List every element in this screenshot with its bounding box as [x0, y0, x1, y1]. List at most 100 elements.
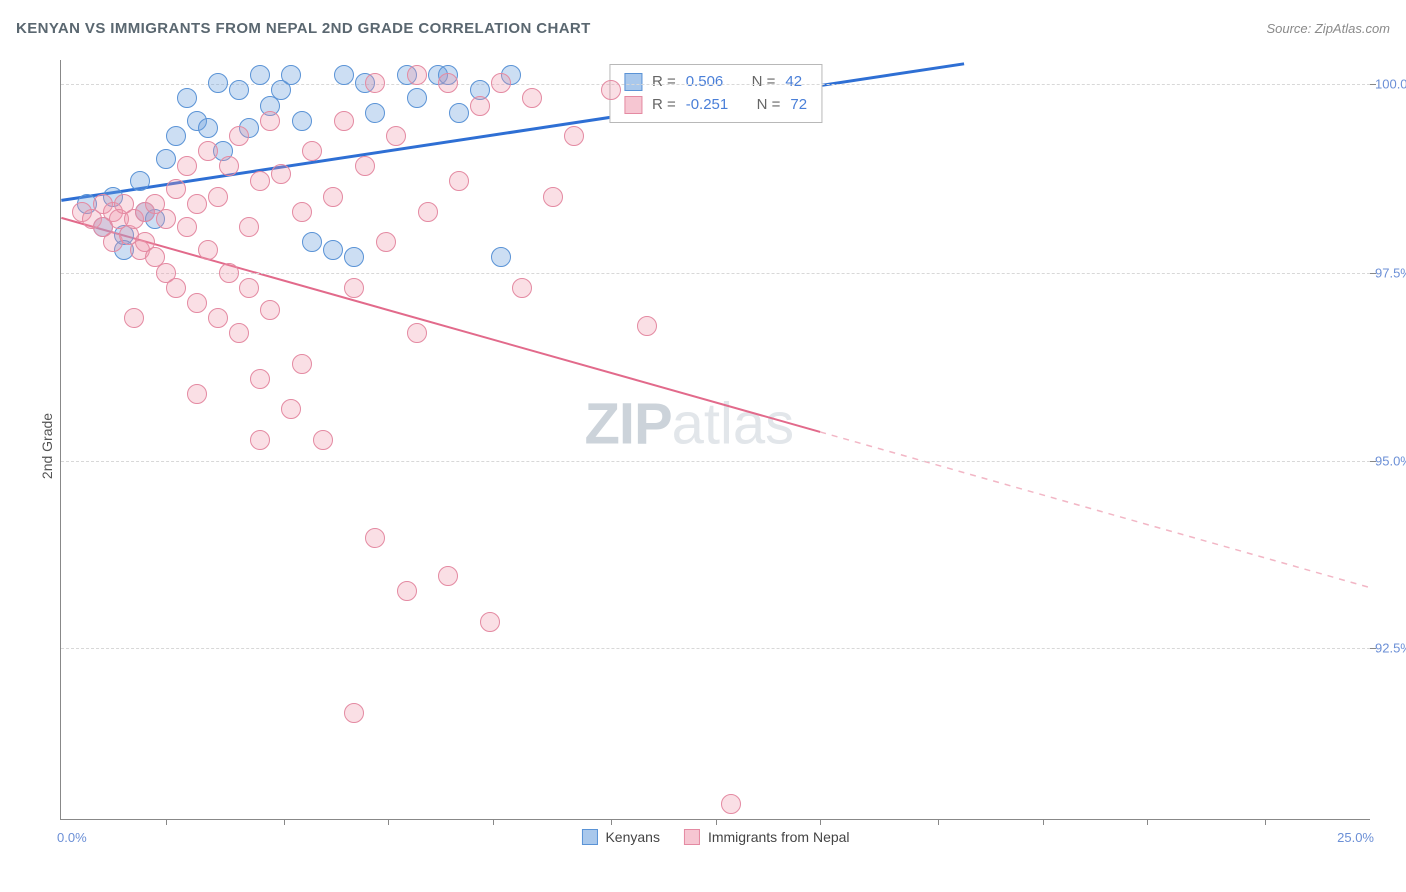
watermark: ZIPatlas — [584, 391, 794, 458]
data-point — [260, 111, 280, 131]
data-point — [344, 247, 364, 267]
x-tick — [611, 819, 612, 825]
data-point — [512, 278, 532, 298]
data-point — [281, 399, 301, 419]
chart-title: KENYAN VS IMMIGRANTS FROM NEPAL 2ND GRAD… — [16, 20, 591, 37]
x-tick — [820, 819, 821, 825]
data-point — [365, 528, 385, 548]
y-axis-label: 2nd Grade — [39, 413, 55, 479]
data-point — [166, 278, 186, 298]
x-tick — [388, 819, 389, 825]
x-tick — [1147, 819, 1148, 825]
data-point — [302, 232, 322, 252]
data-point — [239, 278, 259, 298]
data-point — [721, 794, 741, 814]
data-point — [177, 156, 197, 176]
x-tick — [716, 819, 717, 825]
data-point — [271, 164, 291, 184]
data-point — [208, 187, 228, 207]
data-point — [292, 354, 312, 374]
scatter-plot-area: ZIPatlas R = 0.506 N = 42 R = -0.251 N =… — [60, 60, 1370, 820]
data-point — [637, 316, 657, 336]
x-tick — [493, 819, 494, 825]
x-axis-min-label: 0.0% — [57, 830, 87, 845]
data-point — [260, 300, 280, 320]
data-point — [438, 566, 458, 586]
data-point — [229, 323, 249, 343]
data-point — [219, 263, 239, 283]
gridline — [61, 648, 1370, 649]
data-point — [166, 126, 186, 146]
data-point — [323, 187, 343, 207]
data-point — [365, 73, 385, 93]
x-axis-max-label: 25.0% — [1337, 830, 1374, 845]
data-point — [334, 65, 354, 85]
data-point — [292, 111, 312, 131]
data-point — [470, 96, 490, 116]
y-tick-label: 97.5% — [1375, 265, 1406, 280]
data-point — [281, 65, 301, 85]
data-point — [198, 240, 218, 260]
data-point — [198, 118, 218, 138]
data-point — [177, 217, 197, 237]
data-point — [365, 103, 385, 123]
y-tick-label: 100.0% — [1375, 77, 1406, 92]
gridline — [61, 461, 1370, 462]
data-point — [250, 369, 270, 389]
swatch-kenyans — [624, 73, 642, 91]
data-point — [187, 384, 207, 404]
data-point — [449, 103, 469, 123]
data-point — [229, 126, 249, 146]
stats-row-kenyans: R = 0.506 N = 42 — [624, 71, 807, 94]
y-tick-label: 92.5% — [1375, 641, 1406, 656]
data-point — [386, 126, 406, 146]
data-point — [491, 73, 511, 93]
data-point — [491, 247, 511, 267]
data-point — [344, 703, 364, 723]
data-point — [156, 149, 176, 169]
data-point — [564, 126, 584, 146]
data-point — [344, 278, 364, 298]
legend-swatch-kenyans — [581, 829, 597, 845]
data-point — [292, 202, 312, 222]
data-point — [208, 73, 228, 93]
data-point — [601, 80, 621, 100]
data-point — [124, 308, 144, 328]
data-point — [250, 171, 270, 191]
data-point — [480, 612, 500, 632]
data-point — [177, 88, 197, 108]
x-tick — [938, 819, 939, 825]
data-point — [156, 209, 176, 229]
data-point — [376, 232, 396, 252]
data-point — [313, 430, 333, 450]
series-legend: Kenyans Immigrants from Nepal — [581, 829, 849, 845]
data-point — [449, 171, 469, 191]
data-point — [208, 308, 228, 328]
data-point — [166, 179, 186, 199]
data-point — [187, 293, 207, 313]
data-point — [355, 156, 375, 176]
swatch-nepal — [624, 96, 642, 114]
data-point — [418, 202, 438, 222]
legend-swatch-nepal — [684, 829, 700, 845]
y-tick-label: 95.0% — [1375, 453, 1406, 468]
legend-item-kenyans: Kenyans — [581, 829, 659, 845]
data-point — [219, 156, 239, 176]
x-tick — [1043, 819, 1044, 825]
data-point — [250, 430, 270, 450]
x-tick — [284, 819, 285, 825]
data-point — [250, 65, 270, 85]
data-point — [397, 581, 417, 601]
data-point — [522, 88, 542, 108]
legend-label-nepal: Immigrants from Nepal — [708, 829, 850, 845]
source-attribution: Source: ZipAtlas.com — [1266, 21, 1390, 36]
data-point — [130, 171, 150, 191]
data-point — [407, 88, 427, 108]
data-point — [302, 141, 322, 161]
x-tick — [1265, 819, 1266, 825]
data-point — [438, 73, 458, 93]
data-point — [407, 323, 427, 343]
data-point — [543, 187, 563, 207]
legend-label-kenyans: Kenyans — [605, 829, 659, 845]
stats-row-nepal: R = -0.251 N = 72 — [624, 94, 807, 117]
